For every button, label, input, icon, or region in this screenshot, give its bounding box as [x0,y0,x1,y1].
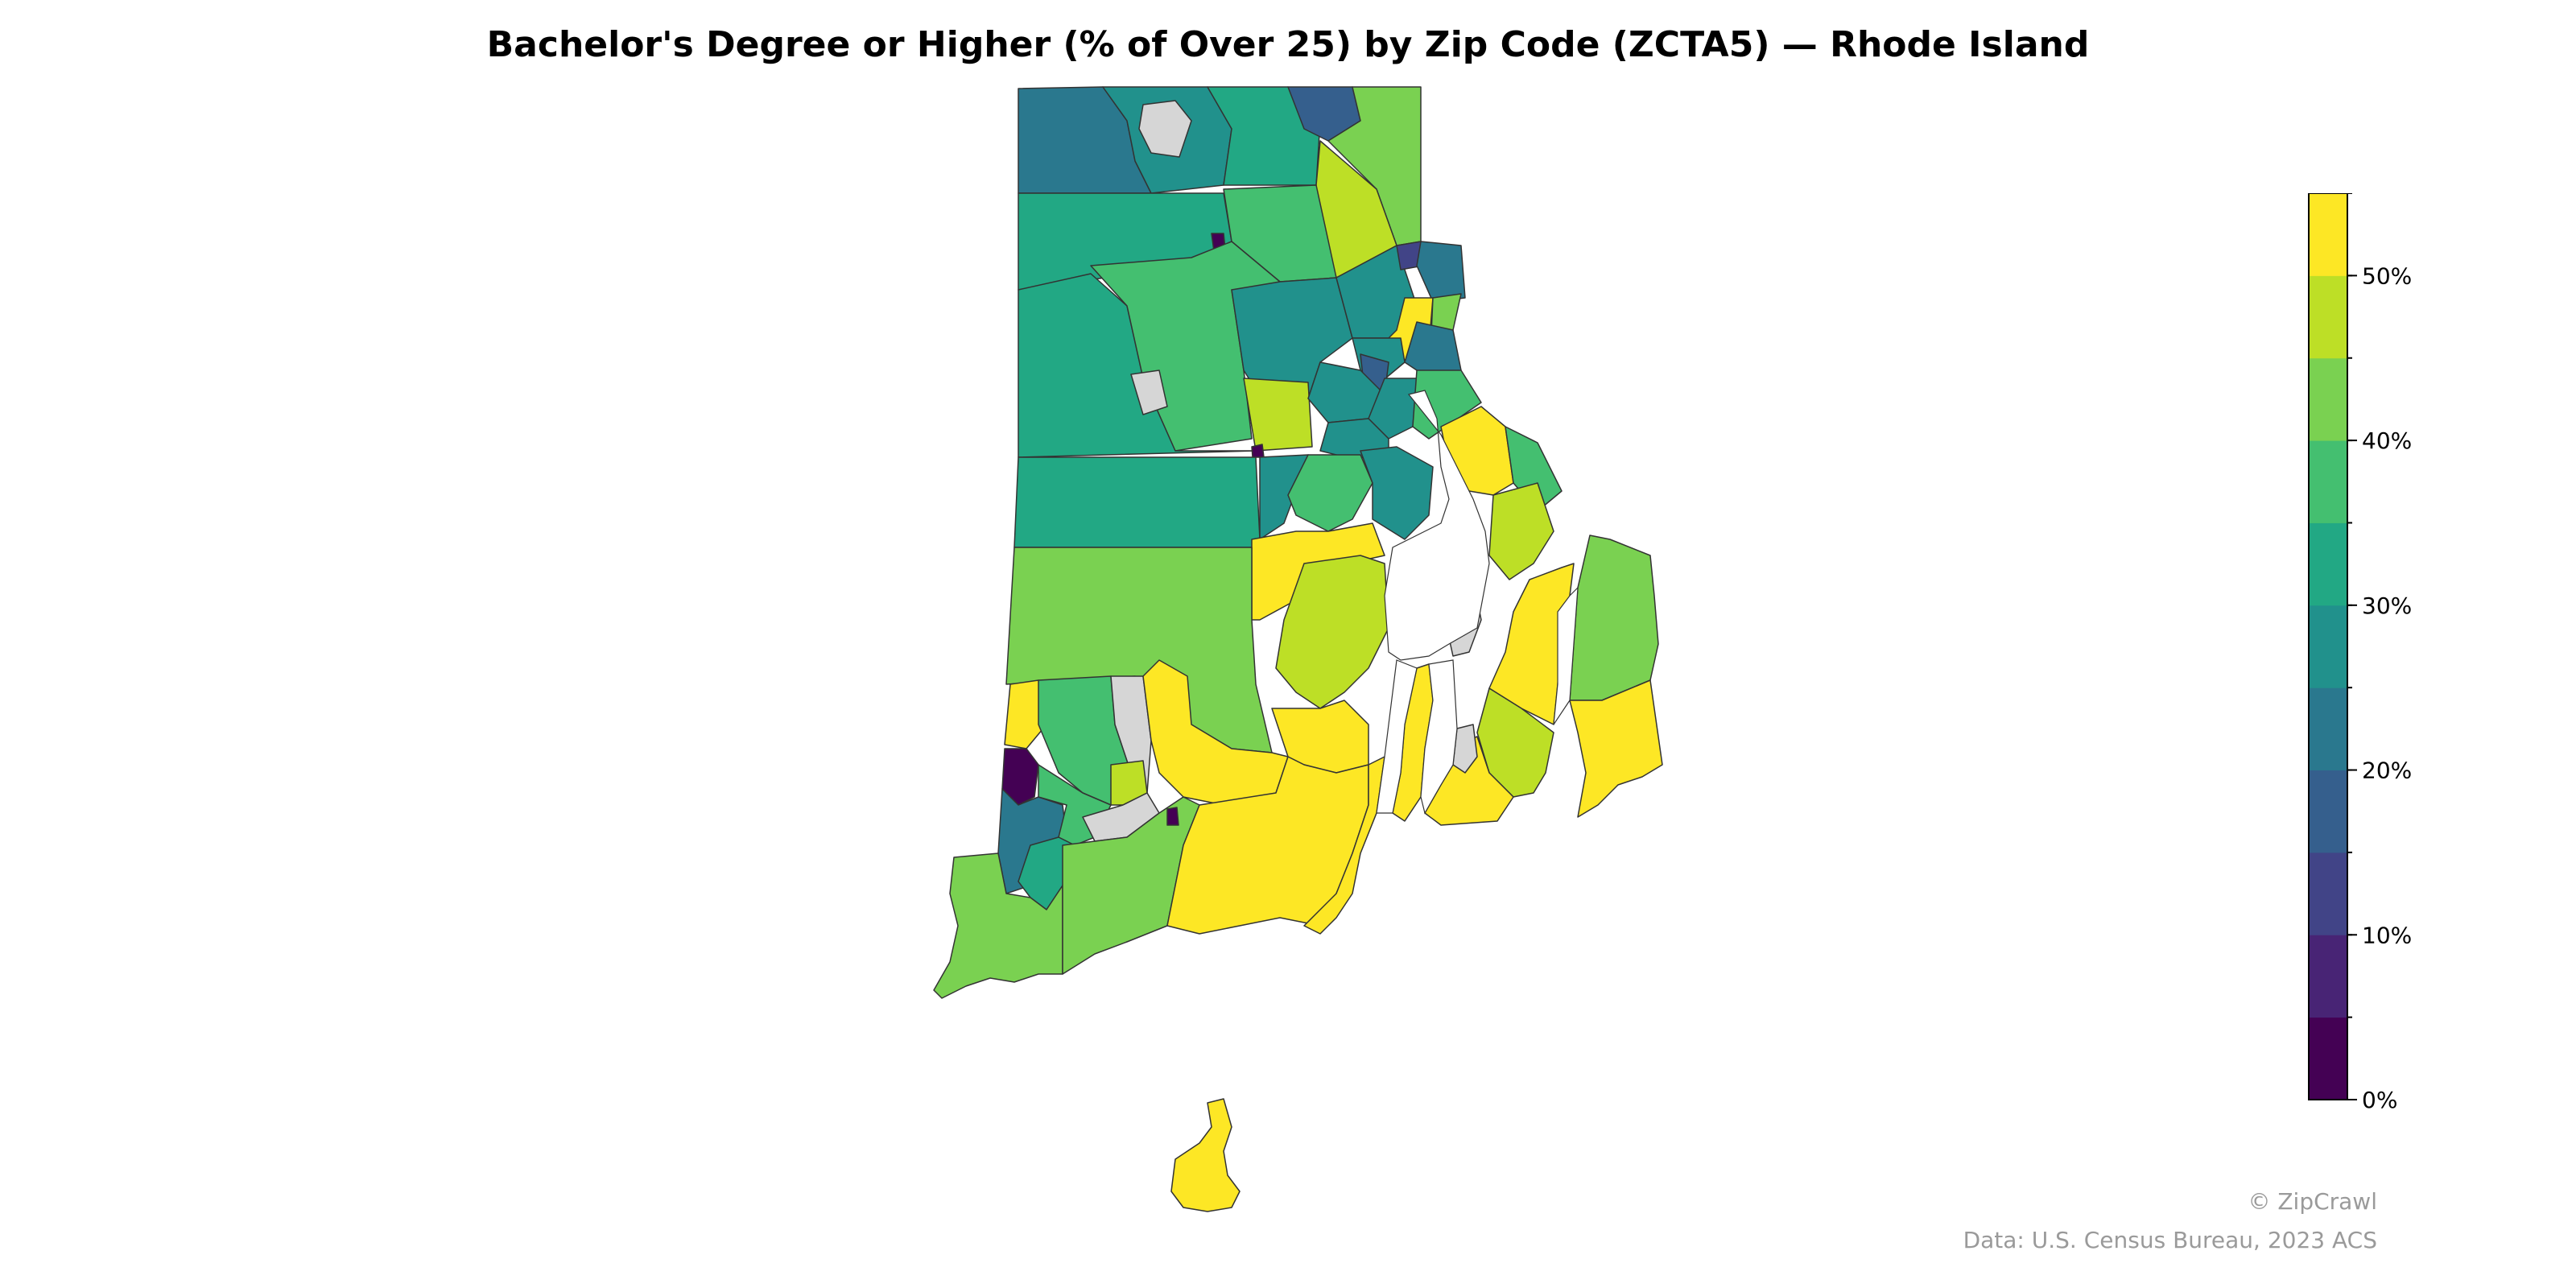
zcta-region [1243,378,1313,452]
zcta-region [1170,1098,1241,1212]
bay-water [1553,586,1579,725]
colorbar-band [2309,687,2347,771]
colorbar-band [2309,1017,2347,1100]
bay-water [1376,659,1418,814]
colorbar-frame [2308,193,2348,1100]
zcta-region [1251,444,1265,458]
zcta-region [1569,679,1663,818]
zcta-region [1138,100,1192,158]
colorbar-band [2309,357,2347,441]
colorbar-tick-label: 50% [2362,262,2412,289]
colorbar-band [2309,440,2347,523]
zcta-region [1360,446,1434,540]
zcta-region [1275,555,1389,709]
zcta-region [1476,687,1554,798]
colorbar-tick-label: 10% [2362,922,2412,948]
colorbar-band [2309,852,2347,935]
zcta-region [1569,535,1659,701]
colorbar-band [2309,193,2347,276]
zcta-region [1004,679,1047,749]
colorbar-band [2309,275,2347,359]
colorbar-tick-label: 0% [2362,1087,2397,1111]
colorbar-band [2309,770,2347,853]
colorbar-band [2309,605,2347,688]
colorbar-tick-label: 20% [2362,758,2412,784]
zcta-region [1166,807,1179,826]
colorbar-tick-label: 40% [2362,427,2412,454]
bay-water [1420,659,1458,815]
zcta-region [1488,482,1554,580]
zcta-region [1368,378,1418,440]
colorbar-band [2309,522,2347,606]
data-source: Data: U.S. Census Bureau, 2023 ACS [1963,1227,2377,1253]
bay-water [1384,390,1490,661]
zcta-region [1130,369,1168,415]
zcta-region [1416,241,1466,303]
zcta-region [1013,456,1261,548]
colorbar-band [2309,935,2347,1018]
zcta-region [1259,454,1309,540]
map-title: Bachelor's Degree or Higher (% of Over 2… [486,24,2090,65]
zcta-region [1287,454,1373,532]
color-legend: 0% 10% 20% 30% 40% 50% [2308,193,2412,1111]
colorbar-tick-label: 30% [2362,592,2412,619]
brand-credit: © ZipCrawl [2248,1188,2377,1215]
zcta-region [933,852,1063,999]
